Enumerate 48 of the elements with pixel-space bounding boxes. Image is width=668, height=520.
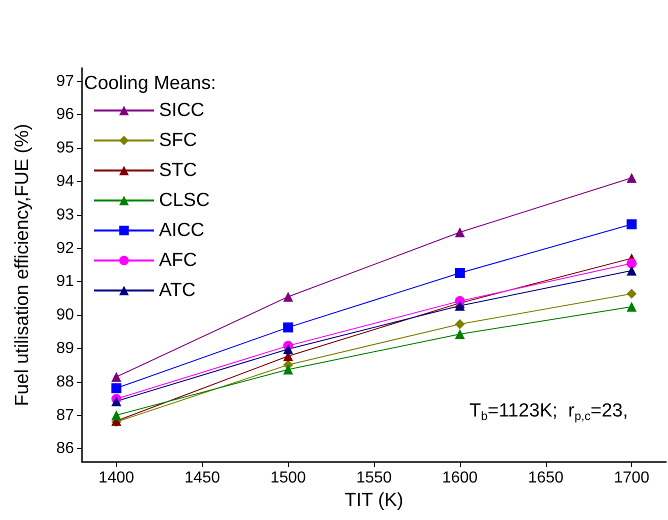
point bbox=[626, 219, 637, 230]
point bbox=[626, 288, 637, 299]
point bbox=[283, 292, 294, 302]
point bbox=[454, 227, 465, 238]
y-tick-label: 95 bbox=[56, 140, 74, 157]
legend-label: STC bbox=[159, 160, 197, 181]
y-tick-label: 88 bbox=[56, 373, 74, 390]
legend-label: AFC bbox=[159, 250, 197, 271]
legend-label: ATC bbox=[159, 280, 196, 301]
point bbox=[283, 364, 294, 375]
y-tick-label: 86 bbox=[56, 440, 74, 458]
point bbox=[111, 410, 122, 420]
x-tick-label: 1700 bbox=[614, 470, 650, 486]
legend-title: Cooling Means: bbox=[84, 73, 216, 94]
legend-label: CLSC bbox=[159, 190, 210, 211]
point bbox=[111, 396, 122, 406]
y-tick-label: 89 bbox=[56, 340, 74, 357]
y-tick-label: 96 bbox=[56, 106, 74, 124]
point bbox=[111, 383, 122, 394]
point bbox=[454, 268, 465, 278]
x-tick-label: 1650 bbox=[528, 470, 564, 486]
x-tick-label: 1500 bbox=[270, 470, 306, 486]
x-tick-label: 1550 bbox=[356, 470, 392, 486]
legend-label: SICC bbox=[159, 100, 204, 121]
x-tick-label: 1450 bbox=[184, 470, 220, 486]
x-tick-label: 1600 bbox=[442, 470, 478, 486]
point bbox=[626, 302, 637, 312]
point bbox=[111, 372, 122, 382]
x-axis-title: TIT (K) bbox=[344, 490, 404, 511]
legend-label: AICC bbox=[159, 220, 204, 241]
legend-label: SFC bbox=[159, 130, 197, 151]
y-tick-label: 92 bbox=[56, 240, 74, 257]
y-tick-label: 94 bbox=[56, 173, 74, 190]
x-tick-label: 1400 bbox=[98, 470, 134, 486]
point bbox=[283, 344, 294, 354]
y-tick-label: 91 bbox=[56, 273, 74, 290]
y-tick-label: 93 bbox=[56, 206, 74, 224]
point bbox=[454, 300, 465, 311]
y-axis-title: Fuel utilisation efficiency,FUE (%) bbox=[12, 124, 33, 406]
point bbox=[626, 172, 637, 183]
y-tick-label: 90 bbox=[56, 306, 74, 324]
point bbox=[626, 266, 637, 276]
point bbox=[454, 329, 465, 340]
y-tick-label: 97 bbox=[56, 72, 74, 90]
point bbox=[454, 319, 465, 330]
point bbox=[283, 322, 294, 332]
point bbox=[626, 258, 637, 268]
y-tick-label: 87 bbox=[56, 406, 74, 424]
